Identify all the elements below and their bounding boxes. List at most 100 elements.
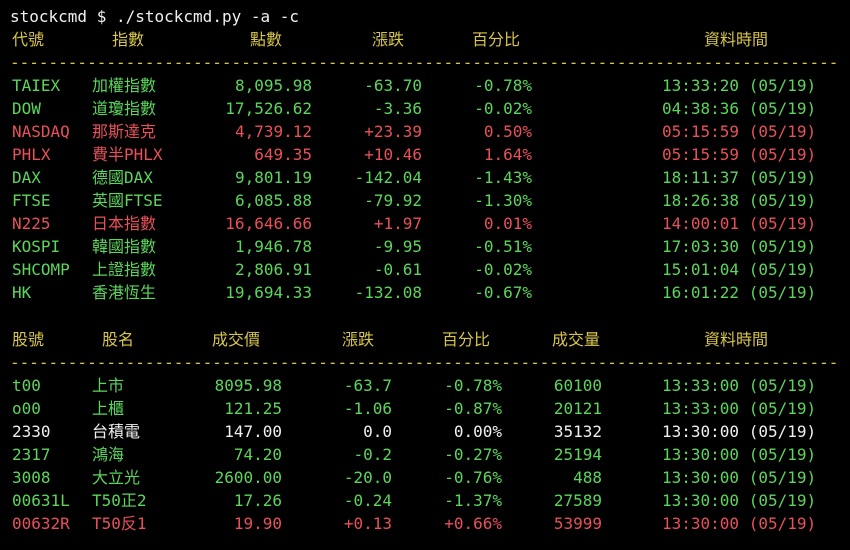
index-change-cell: -142.04 (322, 166, 422, 189)
index-time-cell: 05:15:59 (05/19) (662, 120, 832, 143)
index-table-separator-line: ----------------------------------------… (0, 51, 850, 74)
stock-percent-cell: 0.00% (402, 420, 502, 443)
stock-name-cell: 鴻海 (92, 443, 192, 466)
index-percent-cell: -1.43% (422, 166, 532, 189)
stock-price-cell: 74.20 (182, 443, 282, 466)
stock-change-cell: -63.7 (292, 374, 392, 397)
index-points-cell: 19,694.33 (192, 281, 312, 304)
index-code-cell: TAIEX (12, 74, 102, 97)
index-header-time: 資料時間 (704, 28, 768, 51)
command-prompt-line: stockcmd $ ./stockcmd.py -a -c (0, 5, 850, 28)
stock-price-cell: 8095.98 (182, 374, 282, 397)
stock-table-header: 股號 股名 成交價 漲跌 百分比 成交量 資料時間 (0, 328, 850, 351)
index-code-cell: SHCOMP (12, 258, 102, 281)
index-row: FTSE 英國FTSE 6,085.88 -79.92 -1.30% 18:26:38 (… (0, 189, 850, 212)
stock-volume-cell: 25194 (522, 443, 602, 466)
stock-code-cell: 2317 (12, 443, 92, 466)
index-table-separator: ----------------------------------------… (10, 51, 836, 74)
stock-change-cell: 0.0 (292, 420, 392, 443)
index-code-cell: PHLX (12, 143, 102, 166)
stock-table-separator-line: ----------------------------------------… (0, 351, 850, 374)
index-name-cell: 加權指數 (92, 74, 192, 97)
stock-change-cell: -1.06 (292, 397, 392, 420)
index-time-cell: 17:03:30 (05/19) (662, 235, 832, 258)
index-points-cell: 16,646.66 (192, 212, 312, 235)
stock-time-cell: 13:33:00 (05/19) (662, 374, 832, 397)
index-change-cell: -0.61 (322, 258, 422, 281)
stock-price-cell: 2600.00 (182, 466, 282, 489)
stock-row: 2317 鴻海 74.20 -0.2 -0.27% 25194 13:30:00 (05/1… (0, 443, 850, 466)
index-name-cell: 日本指數 (92, 212, 192, 235)
index-name-cell: 上證指數 (92, 258, 192, 281)
index-code-cell: KOSPI (12, 235, 102, 258)
stock-percent-cell: -0.27% (402, 443, 502, 466)
index-table-header: 代號 指數 點數 漲跌 百分比 資料時間 (0, 28, 850, 51)
index-points-cell: 9,801.19 (192, 166, 312, 189)
index-header-points: 點數 (250, 28, 282, 51)
prompt-dollar: $ (97, 7, 107, 26)
stock-change-cell: -0.24 (292, 489, 392, 512)
index-code-cell: N225 (12, 212, 102, 235)
stock-time-cell: 13:30:00 (05/19) (662, 466, 832, 489)
stock-header-name: 股名 (102, 328, 134, 351)
index-percent-cell: -1.30% (422, 189, 532, 212)
index-row: SHCOMP 上證指數 2,806.91 -0.61 -0.02% 15:01:04 (0… (0, 258, 850, 281)
index-percent-cell: -0.02% (422, 258, 532, 281)
stock-code-cell: 00631L (12, 489, 92, 512)
index-row: PHLX 費半PHLX 649.35 +10.46 1.64% 05:15:59 (05/… (0, 143, 850, 166)
index-row: TAIEX 加權指數 8,095.98 -63.70 -0.78% 13:33:20 (0… (0, 74, 850, 97)
index-change-cell: -63.70 (322, 74, 422, 97)
stock-volume-cell: 53999 (522, 512, 602, 535)
index-time-cell: 18:26:38 (05/19) (662, 189, 832, 212)
index-code-cell: NASDAQ (12, 120, 102, 143)
stock-price-cell: 147.00 (182, 420, 282, 443)
stock-time-cell: 13:30:00 (05/19) (662, 489, 832, 512)
prompt-command: ./stockcmd.py -a -c (116, 7, 299, 26)
index-row: HK 香港恆生 19,694.33 -132.08 -0.67% 16:01:22 (05… (0, 281, 850, 304)
stock-header-price: 成交價 (212, 328, 260, 351)
stock-name-cell: 大立光 (92, 466, 192, 489)
index-header-change: 漲跌 (372, 28, 404, 51)
index-time-cell: 18:11:37 (05/19) (662, 166, 832, 189)
index-code-cell: FTSE (12, 189, 102, 212)
index-percent-cell: -0.51% (422, 235, 532, 258)
stock-header-code: 股號 (12, 328, 44, 351)
stock-percent-cell: -0.78% (402, 374, 502, 397)
index-header-percent: 百分比 (472, 28, 520, 51)
index-change-cell: -9.95 (322, 235, 422, 258)
index-code-cell: DOW (12, 97, 102, 120)
index-points-cell: 2,806.91 (192, 258, 312, 281)
index-change-cell: +10.46 (322, 143, 422, 166)
stock-row: o00 上櫃 121.25 -1.06 -0.87% 20121 13:33:00 (05/… (0, 397, 850, 420)
index-time-cell: 16:01:22 (05/19) (662, 281, 832, 304)
stock-time-cell: 13:30:00 (05/19) (662, 443, 832, 466)
stock-code-cell: 00632R (12, 512, 92, 535)
index-points-cell: 8,095.98 (192, 74, 312, 97)
index-header-name: 指數 (112, 28, 144, 51)
index-code-cell: DAX (12, 166, 102, 189)
stock-row: 00631L T50正2 17.26 -0.24 -1.37% 27589 13:30:00… (0, 489, 850, 512)
index-percent-cell: 0.01% (422, 212, 532, 235)
index-time-cell: 05:15:59 (05/19) (662, 143, 832, 166)
index-percent-cell: -0.78% (422, 74, 532, 97)
index-time-cell: 04:38:36 (05/19) (662, 97, 832, 120)
stock-name-cell: T50反1 (92, 512, 192, 535)
index-row: DAX 德國DAX 9,801.19 -142.04 -1.43% 18:11:37 (0… (0, 166, 850, 189)
index-time-cell: 15:01:04 (05/19) (662, 258, 832, 281)
index-name-cell: 香港恆生 (92, 281, 192, 304)
prompt-user: stockcmd (10, 7, 87, 26)
index-change-cell: -132.08 (322, 281, 422, 304)
index-row: KOSPI 韓國指數 1,946.78 -9.95 -0.51% 17:03:30 (05… (0, 235, 850, 258)
index-name-cell: 費半PHLX (92, 143, 192, 166)
index-name-cell: 道瓊指數 (92, 97, 192, 120)
index-name-cell: 英國FTSE (92, 189, 192, 212)
stock-volume-cell: 35132 (522, 420, 602, 443)
stock-header-change: 漲跌 (342, 328, 374, 351)
stock-code-cell: t00 (12, 374, 92, 397)
stock-volume-cell: 27589 (522, 489, 602, 512)
stock-code-cell: 2330 (12, 420, 92, 443)
stock-row: 3008 大立光 2600.00 -20.0 -0.76% 488 13:30:00 (05… (0, 466, 850, 489)
stock-header-percent: 百分比 (442, 328, 490, 351)
stock-volume-cell: 20121 (522, 397, 602, 420)
index-row: DOW 道瓊指數 17,526.62 -3.36 -0.02% 04:38:36 (05/… (0, 97, 850, 120)
